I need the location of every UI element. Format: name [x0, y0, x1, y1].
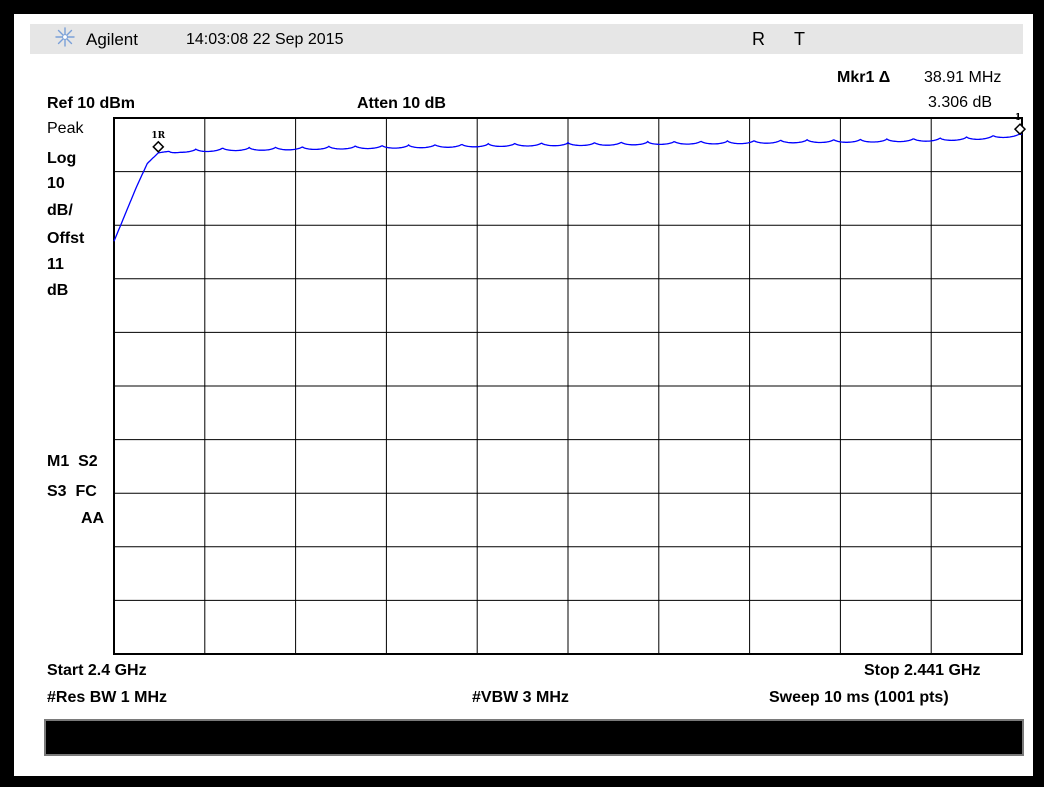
marker-label: 1R [151, 131, 165, 141]
brand-label: Agilent [86, 30, 138, 49]
stop-frequency: Stop 2.441 GHz [864, 662, 981, 679]
status-r: R [752, 29, 765, 49]
marker-label: 1 [1015, 113, 1021, 123]
title-bar [30, 24, 1023, 54]
status-line-1: M1 S2 [47, 453, 98, 470]
marker-diamond-icon [152, 140, 165, 153]
detector-mode: Peak [47, 120, 84, 137]
video-bandwidth: #VBW 3 MHz [472, 689, 569, 706]
status-line-3: AA [81, 510, 105, 527]
scale-type: Log [47, 150, 77, 167]
scale-unit: dB/ [47, 202, 73, 219]
sweep-time: Sweep 10 ms (1001 pts) [769, 689, 949, 706]
timestamp: 14:03:08 22 Sep 2015 [186, 31, 344, 48]
resolution-bandwidth: #Res BW 1 MHz [47, 689, 168, 706]
marker-1: 1R [151, 131, 166, 153]
marker-diamond-icon [1013, 123, 1027, 136]
offset-label: Offst [47, 230, 85, 247]
status-t: T [794, 29, 805, 49]
status-line-2: S3 FC [47, 483, 97, 500]
agilent-logo-icon [55, 27, 75, 47]
start-frequency: Start 2.4 GHz [47, 662, 147, 679]
marker-2: 1 [1013, 113, 1027, 136]
offset-unit: dB [47, 282, 69, 299]
ref-level: Ref 10 dBm [47, 95, 136, 112]
scale-value: 10 [47, 175, 65, 192]
trace-line-1 [113, 132, 1023, 242]
marker-label: Mkr1 Δ [837, 69, 891, 86]
attenuation: Atten 10 dB [357, 95, 446, 112]
softkey-bar [44, 719, 1024, 756]
marker-frequency: 38.91 MHz [924, 69, 1002, 86]
marker-value: 3.306 dB [928, 94, 993, 111]
offset-value: 11 [47, 256, 64, 273]
